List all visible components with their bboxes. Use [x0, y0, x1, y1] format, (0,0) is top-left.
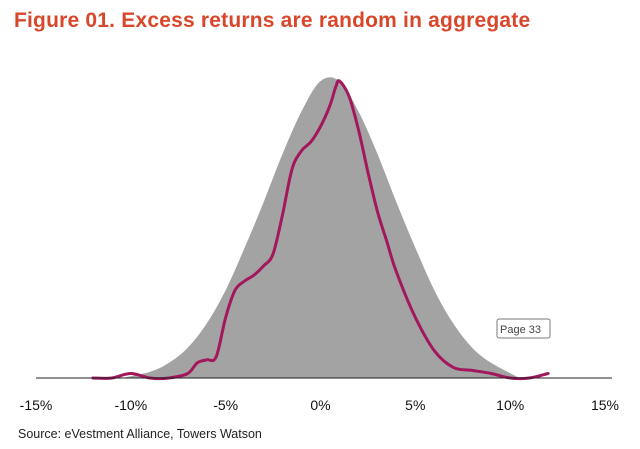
- x-tick-label: 0%: [310, 397, 330, 413]
- x-tick-label: -15%: [20, 397, 53, 413]
- distribution-area: [121, 77, 520, 379]
- callout-label: Page 33: [500, 324, 541, 336]
- x-tick-label: 5%: [405, 397, 425, 413]
- x-tick-label: -5%: [213, 397, 238, 413]
- x-axis-ticks: -15% -10% -5% 0% 5% 10% 15%: [20, 397, 619, 413]
- x-tick-label: 15%: [591, 397, 619, 413]
- callout-box: [496, 318, 551, 339]
- excess-returns-line: [91, 79, 550, 381]
- chart-title: Figure 01. Excess returns are random in …: [14, 9, 531, 32]
- page-callout: Page 33: [496, 318, 551, 339]
- source-note: Source: eVestment Alliance, Towers Watso…: [18, 427, 262, 441]
- x-tick-label: 10%: [496, 397, 524, 413]
- x-tick-label: -10%: [114, 397, 147, 413]
